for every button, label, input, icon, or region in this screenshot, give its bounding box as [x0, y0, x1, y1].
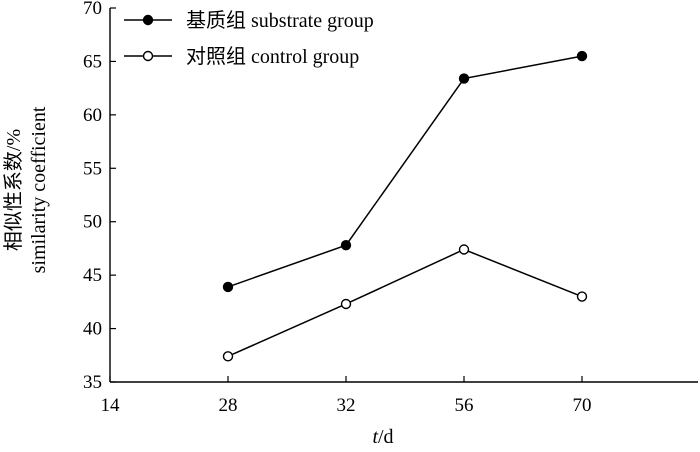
series-1-point	[458, 73, 470, 84]
series-1-point	[576, 50, 588, 62]
x-tick-label: 28	[219, 395, 238, 416]
legend-label-1: 基质组 substrate group	[186, 9, 374, 32]
series-2-point	[340, 298, 352, 310]
y-tick-label: 45	[83, 265, 102, 286]
y-tick-label: 35	[83, 372, 102, 393]
legend: 基质组 substrate group 对照组 control group	[124, 9, 374, 68]
x-tick-label: 56	[455, 395, 474, 416]
y-tick-label: 50	[83, 212, 102, 233]
x-tick-label: 70	[573, 395, 592, 416]
y-axis-title-en: similarity coefficient	[28, 106, 50, 273]
y-tick-label: 60	[83, 105, 102, 126]
x-tick-label: 14	[101, 395, 121, 416]
y-tick-label: 55	[83, 158, 102, 179]
series-2-point	[576, 291, 588, 302]
x-tick-label: 32	[337, 395, 356, 416]
series-1-point	[340, 240, 352, 251]
y-ticks: 35 40 45 50 55 60 65 70	[83, 0, 116, 393]
series-1-point	[222, 281, 234, 293]
x-ticks: 14 28 32 56 70	[101, 376, 592, 416]
legend-label-2: 对照组 control group	[186, 45, 359, 68]
series-2-point	[222, 351, 234, 362]
series-line-2	[227, 248, 583, 358]
x-axis-title: t/d	[372, 426, 393, 448]
y-axis-title-zh: 相似性系数/%	[2, 129, 25, 251]
y-tick-label: 40	[83, 319, 102, 340]
axes	[109, 8, 698, 383]
y-tick-label: 65	[83, 51, 102, 72]
legend-marker-2	[142, 50, 154, 62]
series-line-1	[227, 55, 583, 288]
legend-marker-1	[142, 14, 154, 26]
series-2-point	[458, 244, 470, 255]
y-tick-label: 70	[83, 0, 102, 19]
series-group	[222, 50, 588, 362]
